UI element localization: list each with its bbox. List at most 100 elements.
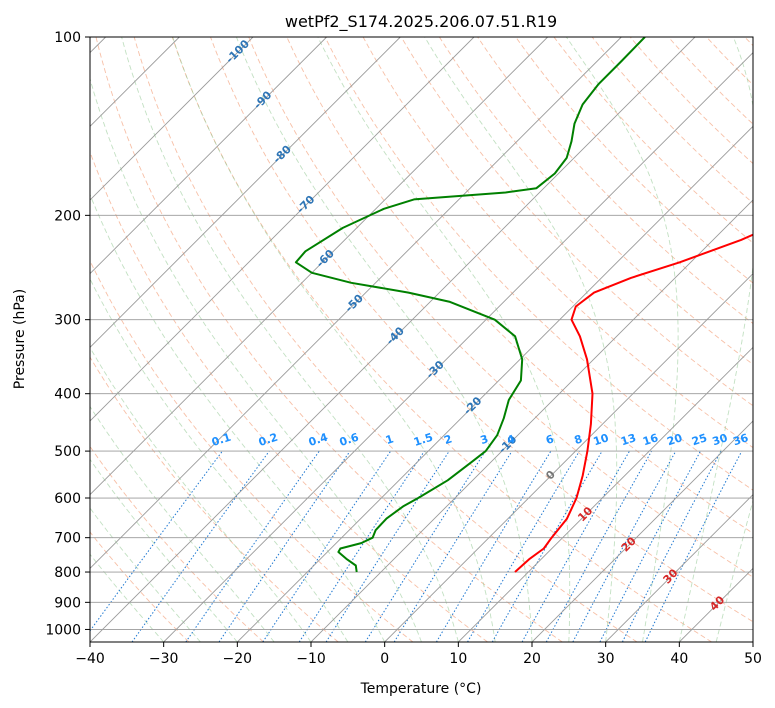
x-tick-label: −40	[75, 651, 105, 667]
isotherm-line	[531, 420, 753, 642]
moist-adiabat-line	[121, 37, 459, 642]
mixing-ratio-line	[644, 450, 743, 642]
mixing-ratio-label: 8	[573, 432, 584, 447]
moist-adiabat-line	[172, 37, 496, 642]
isotherm-line	[90, 37, 254, 201]
isotherm-line	[458, 346, 753, 642]
mixing-ratio-label: 0.6	[338, 430, 361, 448]
isotherm-line	[90, 37, 401, 348]
moist-adiabat-line	[424, 37, 618, 642]
dry-adiabat-line	[210, 37, 753, 623]
dry-adiabat-line	[90, 531, 190, 642]
moist-adiabat-line	[565, 37, 679, 642]
profile-lines	[294, 37, 753, 573]
mixing-ratio-line	[572, 450, 677, 642]
x-axis: −40 −30 −20 −10 0 10 20 30 40 50	[75, 642, 762, 667]
isotherm-line	[310, 199, 753, 642]
mixing-ratio-label: 4	[505, 432, 517, 447]
mixing-ratio-label: 36	[731, 431, 750, 448]
y-axis: 100 200 300 400 500 600 700 800 900 1000	[45, 30, 90, 638]
x-tick-label: −20	[223, 651, 253, 667]
moist-adiabat-line	[235, 37, 533, 642]
mixing-ratio-line	[393, 450, 513, 642]
moist-adiabat-line	[715, 498, 753, 642]
y-tick-label: 100	[54, 30, 81, 46]
y-tick-label: 400	[54, 387, 81, 403]
mixing-ratio-line	[364, 450, 486, 642]
dry-adiabat-line	[90, 259, 414, 642]
y-tick-label: 900	[54, 595, 81, 611]
mixing-ratio-line	[521, 450, 630, 642]
y-axis-label: Pressure (hPa)	[12, 289, 28, 389]
dry-adiabat-line	[477, 37, 753, 325]
moist-adiabat-line	[90, 346, 312, 642]
chart-title: wetPf2_S174.2025.206.07.51.R19	[285, 12, 557, 32]
mixing-ratio-label: 1	[384, 432, 395, 447]
dry-adiabat-line	[439, 37, 753, 365]
dry-adiabat-line	[95, 37, 563, 642]
dry-adiabat-line	[171, 37, 712, 642]
moist-adiabat-line	[90, 77, 422, 642]
mixing-ratio-label: 1.5	[412, 431, 435, 449]
mixing-ratio-label: 30	[711, 431, 730, 448]
x-tick-label: 10	[449, 651, 467, 667]
dry-adiabat-line	[553, 37, 753, 244]
isotherm-line	[90, 37, 696, 642]
mixing-ratio-line	[131, 450, 270, 642]
plot-frame	[89, 36, 754, 643]
temperature-profile-line	[514, 233, 753, 573]
mixing-ratio-label: 2	[442, 432, 453, 447]
mixing-ratio-label: 0.2	[257, 431, 280, 449]
moist-adiabat-line	[317, 37, 571, 642]
dry-adiabat-line	[133, 37, 638, 642]
mixing-ratio-label: 13	[619, 431, 638, 448]
mixing-ratio-label: 25	[690, 431, 709, 448]
y-tick-label: 700	[54, 531, 81, 547]
moist-adiabat-line	[90, 278, 349, 642]
mixing-ratio-line	[599, 450, 701, 642]
dry-adiabat-line	[248, 37, 753, 578]
dry-adiabat-line	[286, 37, 753, 534]
isotherm-line	[605, 494, 753, 642]
y-tick-label: 300	[54, 313, 81, 329]
mixing-ratio-line	[298, 450, 425, 642]
x-tick-label: −30	[149, 651, 179, 667]
x-tick-label: 20	[523, 651, 541, 667]
moist-adiabat-line	[90, 458, 238, 642]
mixing-ratio-line	[325, 450, 450, 642]
x-axis-label: Temperature (°C)	[360, 681, 482, 697]
y-tick-label: 500	[54, 444, 81, 460]
mixing-ratio-label: 16	[641, 431, 660, 448]
dry-adiabat-line	[400, 37, 753, 407]
mixing-ratio-line	[185, 450, 320, 642]
mixing-ratio-line	[90, 450, 223, 632]
isotherm-line	[237, 125, 753, 642]
mixing-ratio-labels: 0.1 0.2 0.4 0.6 1 1.5 2 3 4 6 8 10 13 16 20 25 30 36	[210, 430, 750, 448]
y-tick-label: 800	[54, 565, 81, 581]
x-tick-label: 50	[744, 651, 762, 667]
mixing-ratio-label: 0.4	[307, 430, 330, 448]
mixing-ratio-line	[218, 450, 351, 642]
isotherm-line	[90, 37, 327, 275]
y-tick-label: 1000	[45, 622, 81, 638]
x-tick-label: 40	[670, 651, 688, 667]
mixing-ratio-label: 10	[592, 431, 611, 448]
dry-adiabat-line	[591, 37, 753, 204]
mixing-ratio-label: 0.1	[210, 431, 233, 449]
grid-lines	[90, 37, 753, 642]
dry-adiabat-line	[324, 37, 753, 491]
y-tick-label: 600	[54, 491, 81, 507]
isotherm-line	[163, 52, 753, 642]
mixing-ratio-label: 6	[544, 432, 556, 447]
dry-adiabat-line	[90, 150, 488, 642]
dewpoint-profile-line	[294, 37, 646, 573]
x-tick-label: 0	[380, 651, 389, 667]
isotherm-line	[90, 37, 475, 422]
isotherm-line	[90, 37, 622, 569]
moist-adiabat-line	[90, 507, 201, 642]
isotherm-line	[90, 37, 548, 496]
mixing-ratio-line	[621, 450, 722, 642]
isotherm-line	[384, 273, 753, 642]
